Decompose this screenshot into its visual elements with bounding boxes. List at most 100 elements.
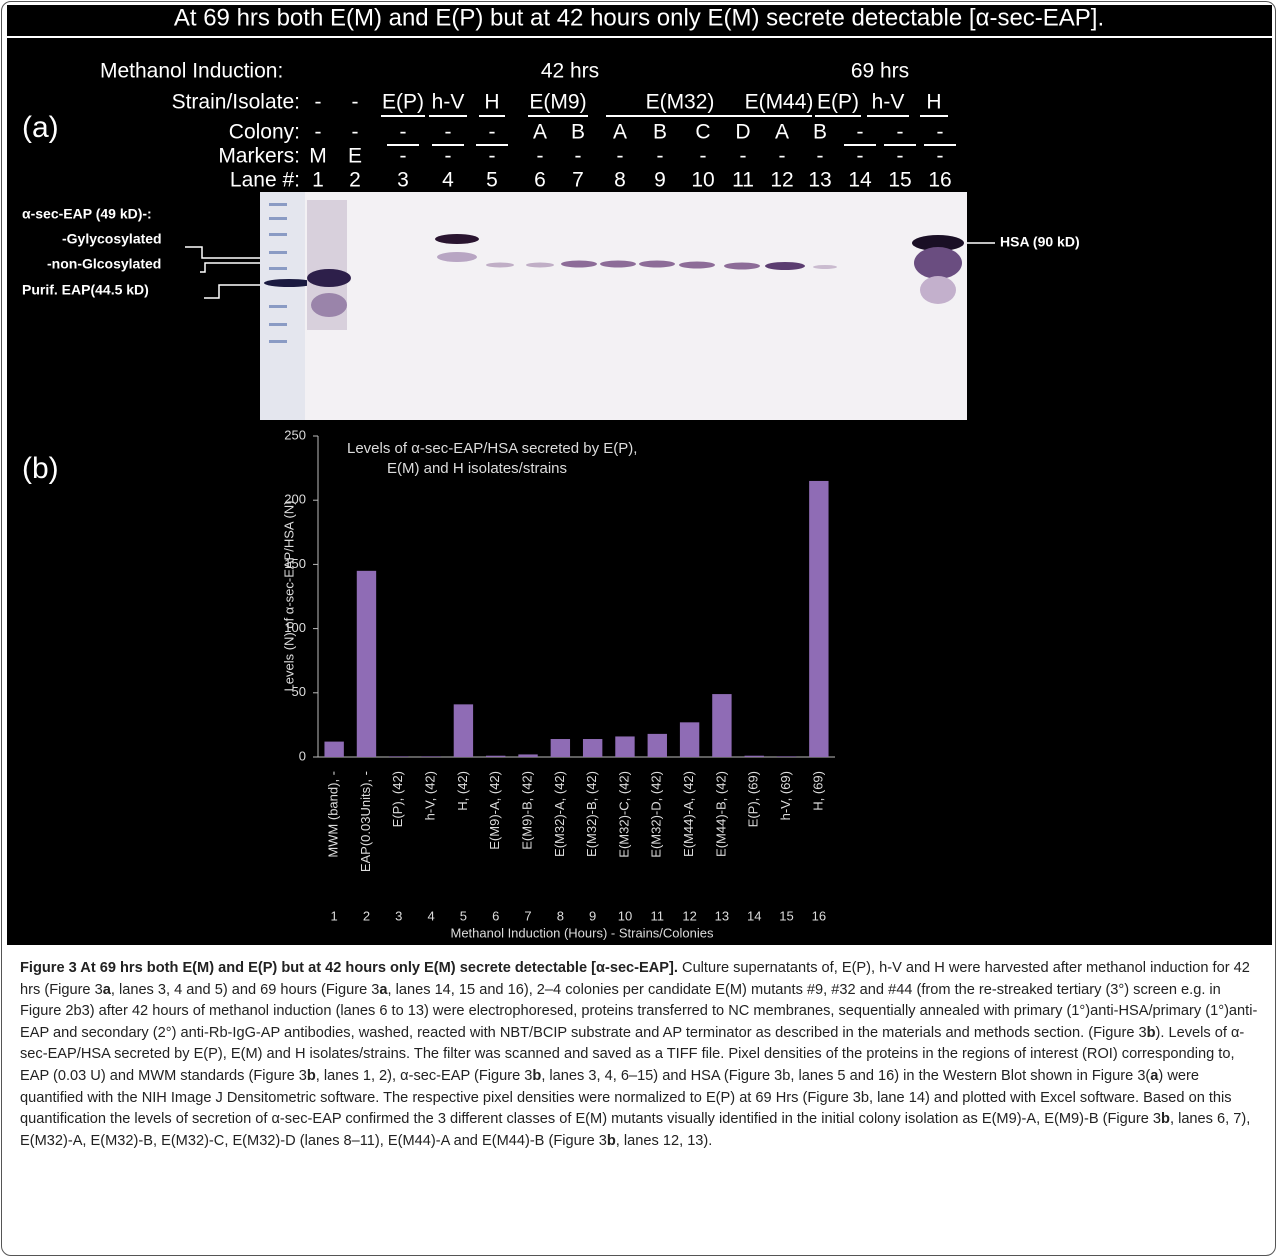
colony-label: B: [653, 121, 667, 144]
markers-label: M: [309, 145, 327, 168]
colony-label: -: [400, 121, 407, 144]
bar: [486, 756, 505, 757]
lane-number: 14: [747, 908, 761, 923]
figure-caption: Figure 3 At 69 hrs both E(M) and E(P) bu…: [20, 958, 1265, 1152]
caption-text: , lanes 12, 13).: [616, 1133, 713, 1149]
caption-bold: a: [379, 982, 387, 998]
panel-label: (a): [22, 111, 59, 144]
bar: [421, 756, 440, 757]
lane-label: 2: [349, 169, 361, 192]
colony-label: A: [533, 121, 547, 144]
bar: [551, 739, 570, 757]
figure: At 69 hrs both E(M) and E(P) but at 42 h…: [7, 5, 1272, 945]
band: [437, 252, 477, 262]
x-tick-label: H, (69): [810, 771, 825, 811]
lane-number: 7: [524, 908, 531, 923]
band: [264, 279, 314, 287]
colony-label: B: [813, 121, 827, 144]
lane-label: 7: [572, 169, 584, 192]
x-tick-label: E(M32)-A, (42): [552, 771, 567, 857]
markers-label: -: [857, 145, 864, 168]
y-tick-label: 200: [284, 492, 306, 507]
bar: [745, 756, 764, 757]
lane-number: 10: [618, 908, 632, 923]
x-tick-label: E(M44)-A, (42): [681, 771, 696, 857]
strain-label: h-V: [432, 91, 465, 114]
markers-label: -: [657, 145, 664, 168]
x-tick-label: h-V, (69): [778, 771, 793, 820]
blot-label: HSA (90 kD): [1000, 234, 1080, 250]
y-tick-label: 150: [284, 556, 306, 571]
x-tick-label: E(M32)-C, (42): [616, 771, 631, 858]
x-tick-label: E(P), (42): [390, 771, 405, 827]
caption-bold: Figure 3 At 69 hrs both E(M) and E(P) bu…: [20, 960, 678, 976]
caption-bold: b: [307, 1068, 316, 1084]
x-tick-label: E(M32)-D, (42): [649, 771, 664, 858]
row-label: Colony:: [229, 121, 300, 144]
blot-label: α-sec-EAP (49 kD)-:: [22, 206, 152, 222]
lane-number: 13: [715, 908, 729, 923]
row-label: Markers:: [218, 145, 300, 168]
strain-label: H: [926, 91, 941, 114]
smear: [311, 293, 347, 317]
x-axis-label: Methanol Induction (Hours) - Strains/Col…: [450, 925, 714, 940]
blot-label: Purif. EAP(44.5 kD): [22, 282, 149, 298]
colony-label: B: [571, 121, 585, 144]
caption-bold: b: [1147, 1025, 1156, 1041]
caption-text: , lanes 3, 4 and 5) and 69 hours (Figure…: [111, 982, 380, 998]
x-tick-label: h-V, (42): [423, 771, 438, 820]
markers-label: E: [348, 145, 362, 168]
strain-label: h-V: [872, 91, 905, 114]
x-tick-label: E(M44)-B, (42): [713, 771, 728, 857]
bar: [518, 754, 537, 757]
strain-label: H: [484, 91, 499, 114]
colony-label: C: [695, 121, 710, 144]
colony-label: -: [937, 121, 944, 144]
markers-label: -: [937, 145, 944, 168]
strain-label: -: [352, 91, 359, 114]
band: [914, 247, 962, 279]
caption-bold: b: [1161, 1111, 1170, 1127]
bar: [648, 734, 667, 757]
y-tick-label: 50: [292, 684, 306, 699]
bar: [389, 756, 408, 757]
x-tick-label: E(M32)-B, (42): [584, 771, 599, 857]
bar: [357, 571, 376, 757]
colony-label: -: [445, 121, 452, 144]
group-label: 42 hrs: [541, 60, 599, 83]
figure-title: At 69 hrs both E(M) and E(P) but at 42 h…: [174, 5, 1104, 31]
markers-label: -: [400, 145, 407, 168]
colony-label: -: [489, 121, 496, 144]
lane-number: 3: [395, 908, 402, 923]
group-label: 69 hrs: [851, 60, 909, 83]
lane-label: 4: [442, 169, 454, 192]
blot-membrane: [260, 192, 967, 420]
lane-label: 15: [888, 169, 911, 192]
lane-number: 8: [557, 908, 564, 923]
colony-label: D: [735, 121, 750, 144]
lane-label: 6: [534, 169, 546, 192]
markers-label: -: [575, 145, 582, 168]
strain-label: E(P): [382, 91, 424, 114]
row-label: Lane #:: [230, 169, 300, 192]
row-label: Methanol Induction:: [100, 60, 283, 83]
y-axis-label: Levels (N) of α-sec-EAP/HSA (N): [281, 500, 296, 691]
bar: [777, 756, 796, 757]
bar: [680, 722, 699, 757]
lane-number: 16: [812, 908, 826, 923]
lane-label: 14: [848, 169, 872, 192]
x-tick-label: EAP(0.03Units), -: [358, 771, 373, 872]
lane-label: 9: [654, 169, 666, 192]
caption-bold: a: [103, 982, 111, 998]
colony-label: A: [613, 121, 627, 144]
lane-label: 16: [928, 169, 951, 192]
figure-background: [7, 5, 1272, 945]
colony-label: -: [897, 121, 904, 144]
colony-label: -: [352, 121, 359, 144]
caption-text: , lanes 1, 2), α-sec-EAP (Figure 3: [316, 1068, 533, 1084]
blot: [260, 192, 967, 420]
x-tick-label: H, (42): [455, 771, 470, 811]
band: [307, 269, 351, 287]
markers-label: -: [489, 145, 496, 168]
strain-label: E(M32): [646, 91, 715, 114]
